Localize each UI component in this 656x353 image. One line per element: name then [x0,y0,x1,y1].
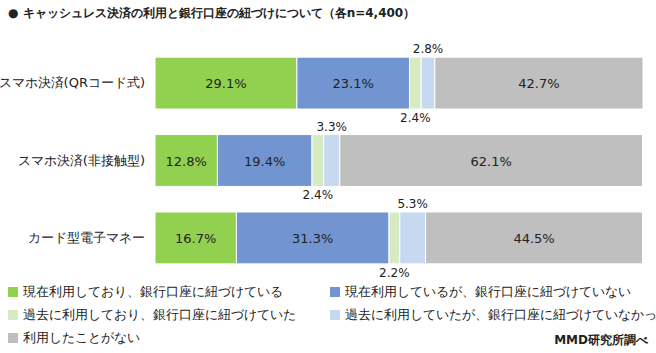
data-label: 23.1% [333,76,374,91]
bar-segment [155,57,297,109]
bar-segment [426,212,643,264]
legend-label: 過去に利用しており、銀行口座に紐づけていた [23,307,296,322]
bar-segment [297,57,410,109]
legend-swatch [8,310,18,320]
legend-item: 利用したことがない [8,330,140,345]
legend-item: 過去に利用していたが、銀行口座に紐づけていなかった [330,307,656,322]
chart: ● キャッシュレス決済の利用と銀行口座の紐づけについて（各n=4,400） スマホ… [0,0,656,353]
data-label: 42.7% [518,76,559,91]
bar-segment [324,135,340,187]
bars [155,57,643,264]
legend-label: 利用したことがない [23,330,140,345]
data-label: 2.8% [413,42,444,56]
bar-segment [312,135,324,187]
y-axis: スマホ決済(QRコード式) スマホ決済(非接触型) カード型電子マネー [0,45,156,278]
legend-label: 過去に利用していたが、銀行口座に紐づけていなかった [345,307,656,322]
data-label: 5.3% [397,197,428,211]
data-label: 29.1% [205,76,246,91]
bar-segment [435,57,643,109]
category-label: カード型電子マネー [28,230,145,245]
data-label: 2.4% [303,188,334,202]
bar-segment [400,212,426,264]
bar-segment [155,212,236,264]
legend-swatch [8,287,18,297]
tick: スマホ決済(非接触型) [18,153,155,168]
bar-segment [236,212,389,264]
tick: スマホ決済(QRコード式) [0,75,155,90]
tick: カード型電子マネー [28,230,155,245]
title: ● キャッシュレス決済の利用と銀行口座の紐づけについて（各n=4,400） [8,6,415,20]
category-label: スマホ決済(非接触型) [18,153,145,168]
data-label: 12.8% [166,154,207,169]
legend-label: 現在利用しており、銀行口座に紐づけている [23,284,283,299]
data-label: 2.4% [400,111,431,125]
data-label: 19.4% [244,154,285,169]
legend-item: 現在利用しており、銀行口座に紐づけている [8,284,283,299]
data-label: 3.3% [316,120,347,134]
data-label: 2.2% [379,266,410,280]
legend-label: 現在利用しているが、銀行口座に紐づけていない [345,284,631,299]
legend-swatch [330,287,340,297]
bar-segment [409,57,421,109]
bar-segment [389,212,400,264]
legend-swatch [8,333,18,343]
category-label: スマホ決済(QRコード式) [0,75,145,90]
data-label: 44.5% [513,231,554,246]
legend-swatch [330,310,340,320]
data-label: 62.1% [470,154,511,169]
data-labels: 29.1% 23.1% 2.4% 2.8% 42.7% 12.8% 19.4% 2.4% 3.3… [166,42,560,280]
bar-segment [421,57,435,109]
data-label: 16.7% [175,231,216,246]
data-label: 31.3% [292,231,333,246]
bar-segment [340,135,643,187]
legend-item: 過去に利用しており、銀行口座に紐づけていた [8,307,296,322]
source: MMD研究所調べ [554,333,649,347]
legend-item: 現在利用しているが、銀行口座に紐づけていない [330,284,631,299]
bar-segment [217,135,312,187]
bar-segment [155,135,217,187]
